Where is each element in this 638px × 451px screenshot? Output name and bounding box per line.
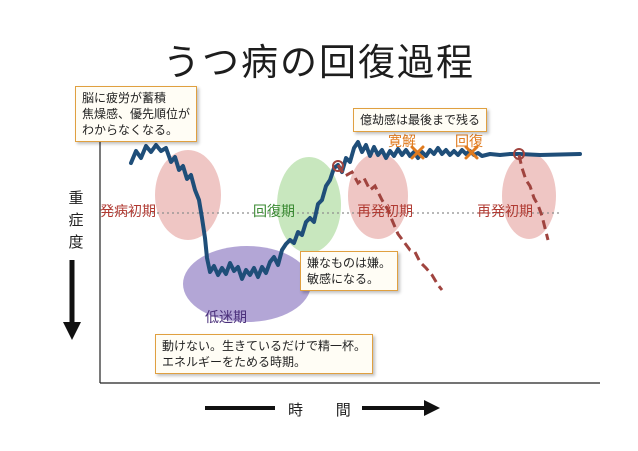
severity-char-1: 重 bbox=[68, 189, 84, 207]
callout-sensitive-line-2: 敏感になる。 bbox=[307, 272, 380, 286]
callout-fatigue-line-2: 焦燥感、優先順位が bbox=[82, 107, 191, 121]
phase-recovery-ellipse bbox=[277, 157, 341, 253]
severity-char-3: 度 bbox=[68, 233, 84, 251]
marker-label-recovered: 回復 bbox=[455, 133, 483, 150]
relapse-line-1 bbox=[336, 164, 444, 291]
relapse-line-2 bbox=[517, 154, 550, 241]
cross-marker-recovered bbox=[464, 145, 479, 160]
time-label: 時 間 bbox=[288, 401, 365, 419]
phase-label-low: 低迷期 bbox=[205, 310, 247, 326]
callout-sensitive: 嫌なものは嫌。 敏感になる。 bbox=[300, 251, 399, 291]
callout-immobile: 動けない。生きているだけで精一杯。 エネルギーをためる時期。 bbox=[155, 334, 374, 374]
callout-fatigue-line-3: わからなくなる。 bbox=[82, 123, 179, 137]
phase-label-relapse1: 再発初期 bbox=[357, 203, 413, 220]
callout-fatigue: 脳に疲労が蓄積 焦燥感、優先順位が わからなくなる。 bbox=[75, 86, 198, 142]
phase-low-ellipse bbox=[183, 246, 311, 322]
cross-marker-tolerance bbox=[410, 145, 425, 160]
phase-relapse1-ellipse bbox=[348, 153, 408, 239]
severity-char-2: 症 bbox=[68, 211, 84, 229]
phase-initial-ellipse bbox=[155, 150, 221, 240]
callout-lethargy: 億劫感は最後まで残る bbox=[353, 108, 488, 132]
phase-relapse2-ellipse bbox=[502, 153, 556, 239]
phase-label-initial: 発病初期 bbox=[100, 203, 156, 220]
recovery-curve bbox=[129, 140, 582, 281]
callout-immobile-line-1: 動けない。生きているだけで精一杯。 bbox=[162, 339, 367, 353]
callout-immobile-line-2: エネルギーをためる時期。 bbox=[162, 355, 307, 369]
severity-label: 重 症 度 bbox=[66, 187, 86, 253]
marker-label-tolerance: 寛解 bbox=[388, 133, 416, 150]
page-title: うつ病の回復過程 bbox=[163, 41, 475, 84]
phase-label-recovery: 回復期 bbox=[253, 203, 295, 220]
phase-label-relapse2: 再発初期 bbox=[477, 203, 533, 220]
time-arrow-head bbox=[424, 400, 440, 416]
relapse-point-1 bbox=[332, 160, 344, 172]
callout-sensitive-line-1: 嫌なものは嫌。 bbox=[307, 256, 392, 270]
severity-arrow-head bbox=[63, 322, 81, 340]
callout-fatigue-line-1: 脳に疲労が蓄積 bbox=[82, 91, 167, 105]
relapse-point-2 bbox=[513, 148, 525, 160]
